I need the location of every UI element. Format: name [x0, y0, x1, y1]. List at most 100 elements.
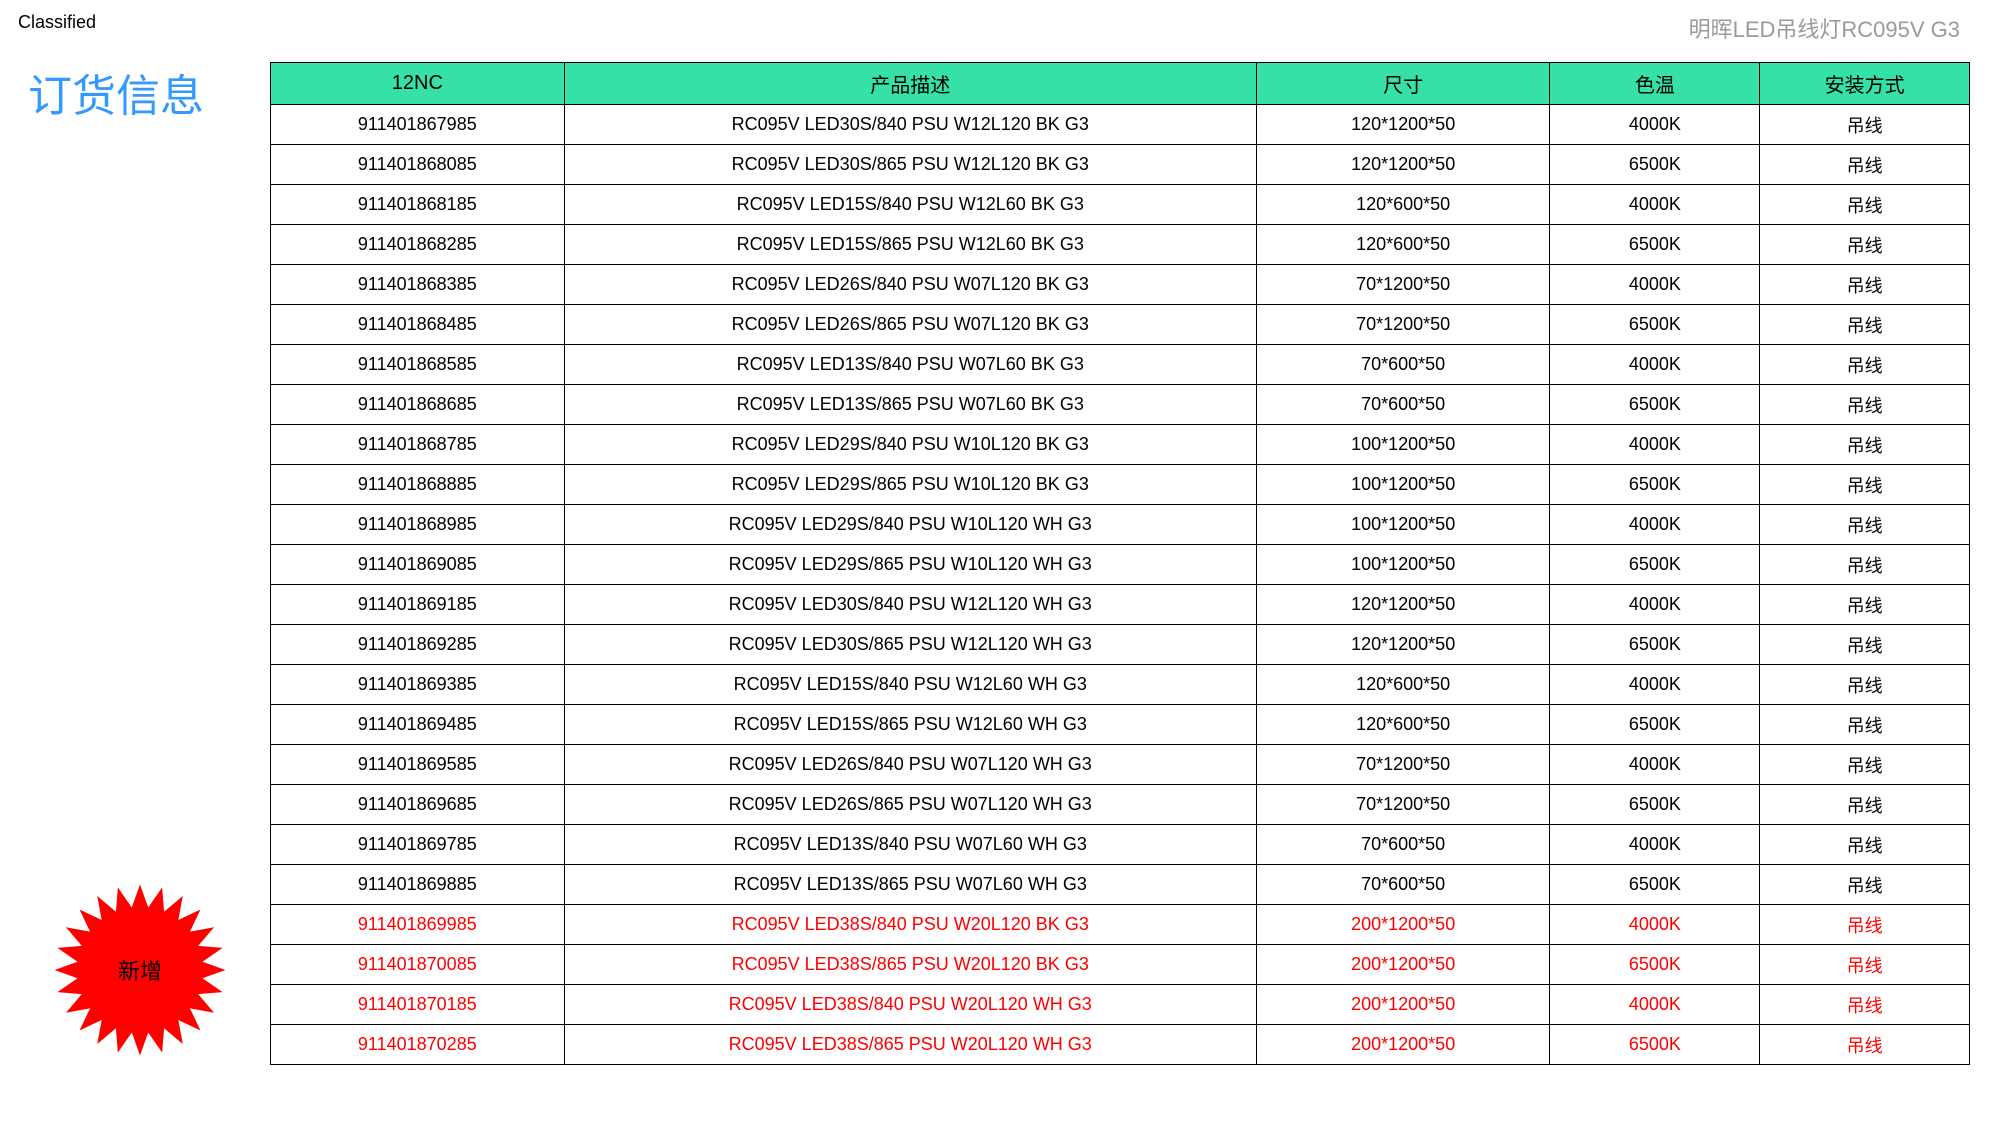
table-row: 911401869085RC095V LED29S/865 PSU W10L12… [271, 545, 1970, 585]
table-cell: 6500K [1550, 705, 1760, 745]
table-cell: 120*1200*50 [1256, 625, 1550, 665]
table-header-cell: 12NC [271, 63, 565, 105]
table-cell: 吊线 [1760, 225, 1970, 265]
table-cell: 911401868585 [271, 345, 565, 385]
table-cell: 6500K [1550, 625, 1760, 665]
table-cell: RC095V LED13S/840 PSU W07L60 WH G3 [564, 825, 1256, 865]
table-cell: RC095V LED30S/840 PSU W12L120 WH G3 [564, 585, 1256, 625]
table-cell: 911401869285 [271, 625, 565, 665]
order-table-container: 12NC产品描述尺寸色温安装方式 911401867985RC095V LED3… [270, 62, 1970, 1065]
table-cell: 911401868285 [271, 225, 565, 265]
table-cell: 吊线 [1760, 785, 1970, 825]
table-cell: 吊线 [1760, 905, 1970, 945]
table-cell: 4000K [1550, 665, 1760, 705]
table-cell: 吊线 [1760, 385, 1970, 425]
table-cell: 6500K [1550, 865, 1760, 905]
table-cell: 吊线 [1760, 145, 1970, 185]
table-header-cell: 尺寸 [1256, 63, 1550, 105]
table-cell: 4000K [1550, 985, 1760, 1025]
table-cell: 吊线 [1760, 505, 1970, 545]
table-cell: 6500K [1550, 145, 1760, 185]
table-cell: RC095V LED13S/840 PSU W07L60 BK G3 [564, 345, 1256, 385]
table-cell: 吊线 [1760, 865, 1970, 905]
table-cell: 911401869585 [271, 745, 565, 785]
table-row: 911401870285RC095V LED38S/865 PSU W20L12… [271, 1025, 1970, 1065]
table-row: 911401868385RC095V LED26S/840 PSU W07L12… [271, 265, 1970, 305]
table-cell: 100*1200*50 [1256, 425, 1550, 465]
table-cell: 吊线 [1760, 345, 1970, 385]
table-cell: 120*600*50 [1256, 185, 1550, 225]
table-cell: 4000K [1550, 185, 1760, 225]
table-cell: 120*600*50 [1256, 665, 1550, 705]
table-cell: 120*600*50 [1256, 225, 1550, 265]
table-row: 911401869185RC095V LED30S/840 PSU W12L12… [271, 585, 1970, 625]
table-cell: RC095V LED26S/840 PSU W07L120 WH G3 [564, 745, 1256, 785]
page-heading: 订货信息 [28, 60, 204, 124]
table-header-cell: 色温 [1550, 63, 1760, 105]
table-cell: 70*600*50 [1256, 825, 1550, 865]
table-cell: RC095V LED26S/865 PSU W07L120 BK G3 [564, 305, 1256, 345]
table-cell: 6500K [1550, 545, 1760, 585]
table-cell: RC095V LED29S/865 PSU W10L120 BK G3 [564, 465, 1256, 505]
table-cell: RC095V LED15S/840 PSU W12L60 BK G3 [564, 185, 1256, 225]
table-row: 911401868985RC095V LED29S/840 PSU W10L12… [271, 505, 1970, 545]
table-cell: 吊线 [1760, 625, 1970, 665]
table-cell: 吊线 [1760, 1025, 1970, 1065]
table-cell: 200*1200*50 [1256, 945, 1550, 985]
table-cell: 911401869385 [271, 665, 565, 705]
table-cell: RC095V LED13S/865 PSU W07L60 BK G3 [564, 385, 1256, 425]
table-cell: RC095V LED38S/840 PSU W20L120 WH G3 [564, 985, 1256, 1025]
table-cell: 911401867985 [271, 105, 565, 145]
table-cell: 6500K [1550, 465, 1760, 505]
table-cell: 吊线 [1760, 425, 1970, 465]
table-cell: 120*1200*50 [1256, 585, 1550, 625]
table-cell: 6500K [1550, 225, 1760, 265]
table-cell: RC095V LED30S/865 PSU W12L120 BK G3 [564, 145, 1256, 185]
table-cell: 4000K [1550, 345, 1760, 385]
table-cell: 911401868885 [271, 465, 565, 505]
table-header-row: 12NC产品描述尺寸色温安装方式 [271, 63, 1970, 105]
table-cell: RC095V LED15S/840 PSU W12L60 WH G3 [564, 665, 1256, 705]
table-cell: 吊线 [1760, 705, 1970, 745]
table-header-cell: 产品描述 [564, 63, 1256, 105]
table-cell: RC095V LED13S/865 PSU W07L60 WH G3 [564, 865, 1256, 905]
table-row: 911401868085RC095V LED30S/865 PSU W12L12… [271, 145, 1970, 185]
table-cell: 4000K [1550, 105, 1760, 145]
product-title: 明晖LED吊线灯RC095V G3 [1689, 12, 1960, 44]
table-row: 911401869785RC095V LED13S/840 PSU W07L60… [271, 825, 1970, 865]
table-cell: RC095V LED29S/840 PSU W10L120 BK G3 [564, 425, 1256, 465]
table-row: 911401868685RC095V LED13S/865 PSU W07L60… [271, 385, 1970, 425]
table-cell: RC095V LED30S/865 PSU W12L120 WH G3 [564, 625, 1256, 665]
table-row: 911401869485RC095V LED15S/865 PSU W12L60… [271, 705, 1970, 745]
table-cell: 100*1200*50 [1256, 545, 1550, 585]
table-header-cell: 安装方式 [1760, 63, 1970, 105]
table-row: 911401868485RC095V LED26S/865 PSU W07L12… [271, 305, 1970, 345]
table-cell: 911401868185 [271, 185, 565, 225]
table-cell: 911401868385 [271, 265, 565, 305]
table-row: 911401868585RC095V LED13S/840 PSU W07L60… [271, 345, 1970, 385]
table-cell: 911401870185 [271, 985, 565, 1025]
table-cell: RC095V LED15S/865 PSU W12L60 WH G3 [564, 705, 1256, 745]
table-cell: 911401869885 [271, 865, 565, 905]
table-cell: 911401870085 [271, 945, 565, 985]
order-table: 12NC产品描述尺寸色温安装方式 911401867985RC095V LED3… [270, 62, 1970, 1065]
table-cell: 911401868485 [271, 305, 565, 345]
table-cell: 吊线 [1760, 825, 1970, 865]
table-row: 911401869585RC095V LED26S/840 PSU W07L12… [271, 745, 1970, 785]
table-cell: 6500K [1550, 305, 1760, 345]
table-cell: RC095V LED38S/840 PSU W20L120 BK G3 [564, 905, 1256, 945]
table-cell: 4000K [1550, 425, 1760, 465]
table-cell: 911401869985 [271, 905, 565, 945]
table-cell: 吊线 [1760, 745, 1970, 785]
table-cell: 吊线 [1760, 105, 1970, 145]
table-cell: 吊线 [1760, 945, 1970, 985]
table-row: 911401868785RC095V LED29S/840 PSU W10L12… [271, 425, 1970, 465]
table-row: 911401869885RC095V LED13S/865 PSU W07L60… [271, 865, 1970, 905]
table-cell: 200*1200*50 [1256, 905, 1550, 945]
table-cell: RC095V LED29S/865 PSU W10L120 WH G3 [564, 545, 1256, 585]
table-cell: 120*1200*50 [1256, 145, 1550, 185]
table-cell: 70*1200*50 [1256, 785, 1550, 825]
new-badge: 新增 [50, 880, 230, 1060]
table-row: 911401869285RC095V LED30S/865 PSU W12L12… [271, 625, 1970, 665]
table-cell: 吊线 [1760, 305, 1970, 345]
